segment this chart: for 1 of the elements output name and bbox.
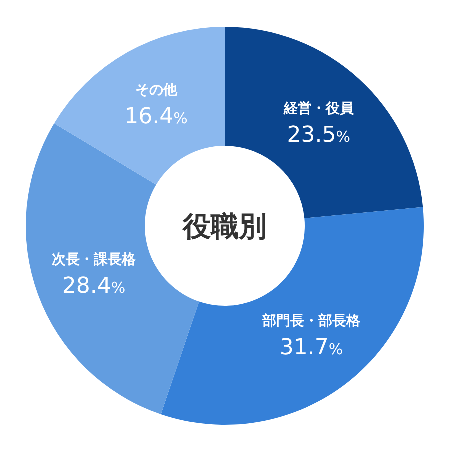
title: 役職別 xyxy=(183,210,267,243)
